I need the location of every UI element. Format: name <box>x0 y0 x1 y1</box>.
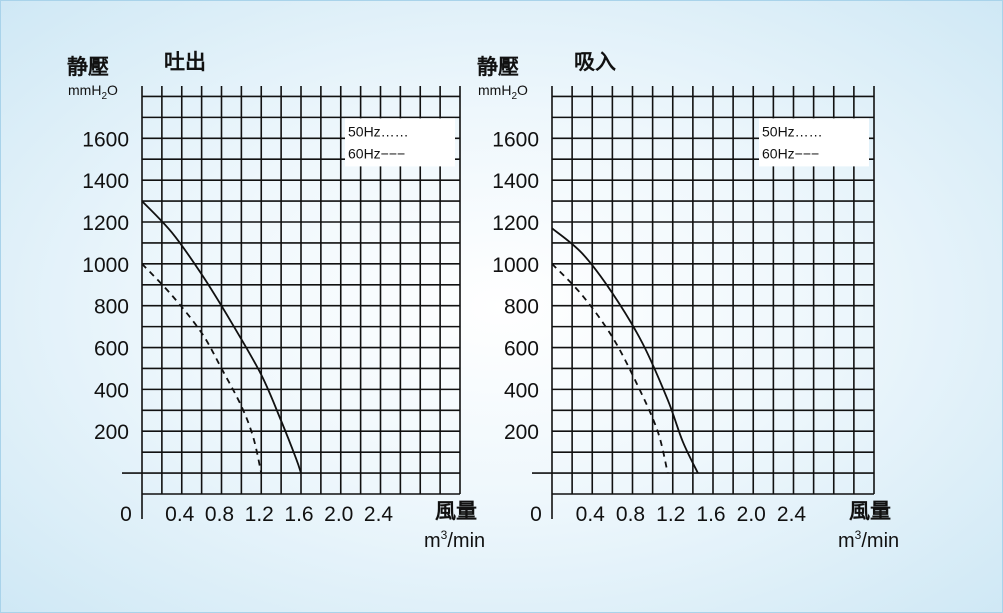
x-tick-label: 1.6 <box>284 503 313 526</box>
x-axis-unit: m3/min <box>838 528 899 552</box>
series-line-solid <box>141 200 302 474</box>
origin-label: 0 <box>120 503 132 526</box>
y-tick-label: 1400 <box>82 170 129 193</box>
legend-entry: 50Hz…… <box>348 123 409 139</box>
y-tick-label: 1400 <box>492 170 539 193</box>
x-axis-label: 風量 <box>435 499 477 523</box>
y-axis-unit: mmH2O <box>478 82 528 102</box>
series-line-dashed <box>141 263 263 474</box>
y-tick-label: 200 <box>504 421 539 444</box>
legend-box <box>759 118 869 167</box>
y-tick-label: 1000 <box>492 254 539 277</box>
y-tick-label: 1200 <box>82 212 129 235</box>
y-tick-label: 600 <box>504 338 539 361</box>
legend-entry: 60Hz−−− <box>762 145 819 161</box>
y-tick-label: 400 <box>504 379 539 402</box>
y-tick-label: 400 <box>94 379 129 402</box>
y-tick-label: 1600 <box>82 128 129 151</box>
chart-1: 50Hz…… 60Hz−−− 静壓 吐出 mmH2O 200 400 600 800 1000 12… <box>67 50 485 552</box>
x-tick-label: 0.8 <box>205 503 234 526</box>
x-tick-label: 2.4 <box>364 503 394 526</box>
series-line-dashed <box>551 263 669 474</box>
x-tick-label: 1.6 <box>696 503 725 526</box>
x-tick-label: 0.4 <box>576 503 606 526</box>
y-axis-label: 静壓 <box>67 55 109 79</box>
y-tick-label: 1200 <box>492 212 539 235</box>
y-axis-label: 静壓 <box>477 55 519 79</box>
legend-entry: 50Hz…… <box>762 123 823 139</box>
y-tick-label: 1600 <box>492 128 539 151</box>
x-axis-label: 風量 <box>849 499 891 523</box>
legend-entry: 60Hz−−− <box>348 145 405 161</box>
x-tick-label: 1.2 <box>245 503 274 526</box>
x-tick-label: 1.2 <box>656 503 685 526</box>
y-tick-label: 1000 <box>82 254 129 277</box>
origin-label: 0 <box>530 503 542 526</box>
y-tick-label: 200 <box>94 421 129 444</box>
y-tick-label: 600 <box>94 338 129 361</box>
x-tick-label: 0.8 <box>616 503 645 526</box>
x-axis-unit: m3/min <box>424 528 485 552</box>
x-tick-label: 2.0 <box>737 503 766 526</box>
chart-title: 吐出 <box>164 50 206 74</box>
x-tick-label: 0.4 <box>165 503 195 526</box>
legend-box <box>345 118 455 167</box>
y-tick-label: 800 <box>504 296 539 319</box>
x-tick-label: 2.4 <box>777 503 807 526</box>
y-axis-unit: mmH2O <box>68 82 118 102</box>
x-tick-label: 2.0 <box>324 503 353 526</box>
y-tick-label: 800 <box>94 296 129 319</box>
chart-2: 50Hz…… 60Hz−−− 静壓 吸入 mmH2O 200 400 600 800 1000 12… <box>477 50 899 552</box>
series-line-solid <box>551 227 699 474</box>
chart-title: 吸入 <box>574 50 616 74</box>
